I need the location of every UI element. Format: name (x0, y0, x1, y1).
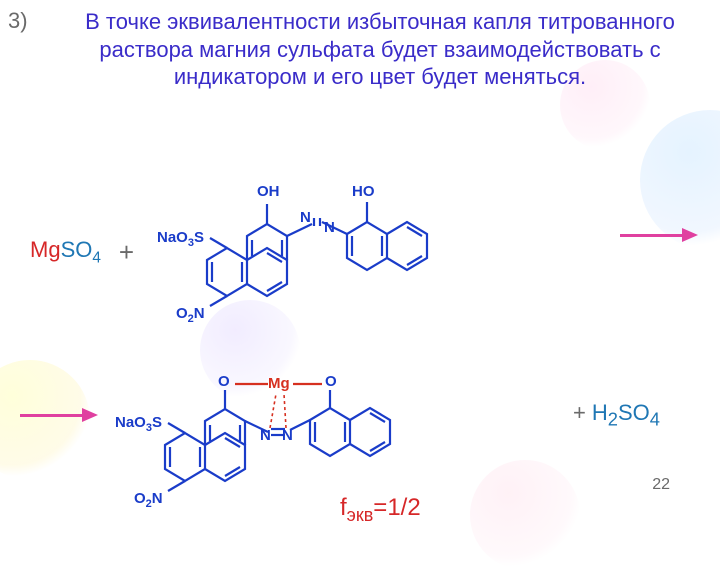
plus-sign: + (119, 237, 134, 268)
ho-label: HO (352, 183, 375, 200)
molecule-eriochrome: OH HO NaO3S O2N N N (152, 170, 512, 335)
decor-bubble (640, 110, 720, 250)
reaction-row-1: MgSO4 + (30, 170, 512, 335)
svg-text:N: N (282, 427, 293, 444)
description-text: В точке эквивалентности избыточная капля… (50, 8, 710, 91)
svg-text:N: N (300, 209, 311, 226)
reaction-row-2: O O NaO3S O2N N N Mg (110, 350, 480, 525)
svg-text:O2N: O2N (134, 490, 163, 510)
azo-n1b: N (260, 427, 271, 444)
svg-text:NaO3S: NaO3S (157, 229, 204, 249)
so4-sub: 4 (92, 250, 101, 267)
o2n-nb: N (152, 490, 163, 507)
svg-text:O: O (218, 373, 230, 390)
svg-text:NaO3S: NaO3S (115, 414, 162, 434)
product-h2so4: + H2SO4 (573, 400, 660, 430)
reaction-arrow-2 (20, 410, 100, 420)
nao3s-s: S (194, 229, 204, 246)
equiv-factor: fэкв=1/2 (340, 494, 421, 526)
azo-n1: N (300, 209, 311, 226)
so-text-2: SO (618, 400, 650, 425)
nao3s-1b: NaO (115, 414, 146, 431)
reagent-mgso4: MgSO4 (30, 237, 101, 267)
reaction-arrow-1 (620, 230, 700, 240)
o2n-ob: O (134, 490, 146, 507)
h-text: H (592, 400, 608, 425)
fek-sub: экв (347, 505, 374, 525)
svg-text:N: N (260, 427, 271, 444)
o2n-n: N (194, 305, 205, 322)
svg-text:O: O (325, 373, 337, 390)
so4-sub-2: 4 (650, 408, 660, 429)
svg-text:O2N: O2N (176, 305, 205, 325)
svg-text:N: N (324, 219, 335, 236)
svg-text:OH: OH (257, 183, 280, 200)
mg-text: Mg (30, 237, 61, 262)
plus-sign-2: + (573, 400, 592, 425)
fek-eq: =1/2 (373, 494, 420, 521)
nao3s-1: NaO (157, 229, 188, 246)
oh-label: OH (257, 183, 280, 200)
so-text: SO (61, 237, 93, 262)
page-number: 22 (652, 476, 670, 494)
azo-n2b: N (282, 427, 293, 444)
mg-center-label: Mg (268, 375, 290, 392)
item-number: 3) (8, 8, 28, 34)
svg-text:HO: HO (352, 183, 375, 200)
o1-label: O (218, 373, 230, 390)
o2n-o: O (176, 305, 188, 322)
azo-n2: N (324, 219, 335, 236)
o2-label: O (325, 373, 337, 390)
nao3s-sb: S (152, 414, 162, 431)
fek-f: f (340, 494, 347, 521)
decor-bubble (470, 460, 580, 570)
molecule-mg-complex: O O NaO3S O2N N N Mg (110, 350, 480, 525)
decor-bubble (0, 360, 90, 480)
h2-sub: 2 (608, 408, 618, 429)
so4-text: SO4 (61, 237, 101, 262)
